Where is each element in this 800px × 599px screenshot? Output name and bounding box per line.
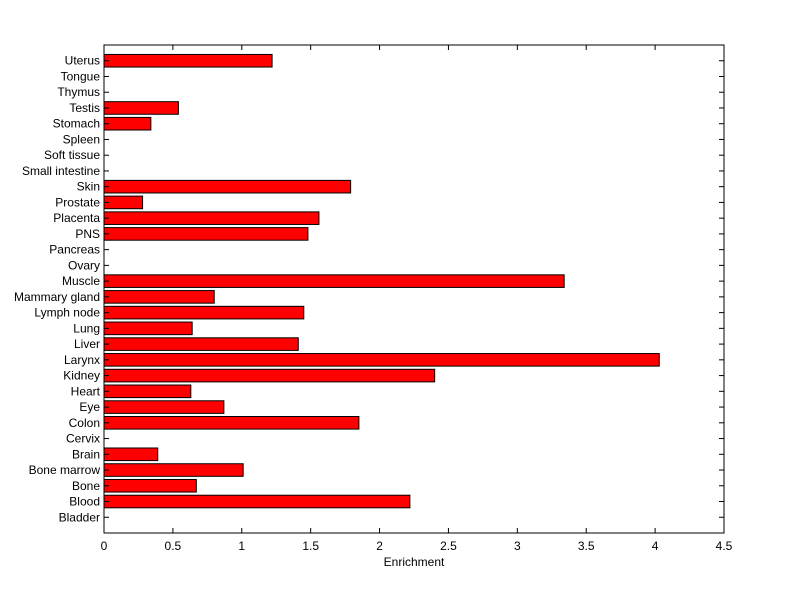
y-tick-label: Bone (72, 479, 100, 493)
bar-colon (103, 416, 360, 430)
y-tick-label: Prostate (55, 195, 100, 209)
y-tick-label: Cervix (66, 432, 100, 446)
y-tick-label: Lymph node (34, 306, 100, 320)
bar-lung (103, 321, 193, 336)
y-tick-label: Muscle (62, 274, 100, 288)
bar-stomach (103, 116, 152, 131)
y-tick-label: Skin (77, 180, 100, 194)
y-tick-label: Uterus (65, 54, 100, 68)
x-tick-label: 3 (514, 539, 521, 553)
plot-area (104, 45, 724, 533)
bar-placenta (103, 211, 320, 225)
y-tick-label: Bladder (59, 510, 100, 524)
y-tick-label: Thymus (57, 85, 100, 99)
bar-uterus (103, 53, 273, 68)
x-tick-label: 4.5 (716, 539, 733, 553)
y-tick-label: Bone marrow (29, 463, 101, 477)
y-tick-label: Pancreas (49, 243, 100, 257)
bar-kidney (103, 368, 436, 383)
x-tick-label: 3.5 (578, 539, 595, 553)
bar-prostate (103, 195, 144, 210)
y-tick-label: Liver (74, 337, 100, 351)
x-tick-label: 2 (376, 539, 383, 553)
y-tick-label: Soft tissue (44, 148, 100, 162)
y-tick-label: Blood (69, 495, 100, 509)
bar-bone-marrow (103, 463, 244, 477)
y-tick-label: Placenta (53, 211, 100, 225)
y-tick-label: Mammary gland (14, 290, 100, 304)
bar-mammary-gland (103, 290, 215, 304)
y-tick-label: Small intestine (22, 164, 100, 178)
bar-muscle (103, 274, 565, 288)
y-tick-label: Eye (79, 400, 100, 414)
bar-skin (103, 179, 352, 194)
bar-liver (103, 337, 299, 351)
x-axis-title: Enrichment (384, 555, 445, 569)
y-tick-label: Kidney (63, 369, 100, 383)
bar-larynx (103, 353, 660, 367)
y-tick-label: PNS (75, 227, 100, 241)
y-tick-label: Brain (72, 447, 100, 461)
y-tick-label: Lung (73, 321, 100, 335)
bar-blood (103, 494, 411, 509)
x-tick-label: 0 (101, 539, 108, 553)
bar-bone (103, 478, 197, 493)
y-tick-label: Stomach (53, 117, 100, 131)
y-tick-label: Tongue (61, 69, 101, 83)
y-tick-label: Ovary (68, 258, 100, 272)
bar-brain (103, 447, 159, 462)
y-tick-label: Testis (69, 101, 100, 115)
y-tick-label: Spleen (63, 132, 100, 146)
x-tick-label: 4 (652, 539, 659, 553)
bar-heart (103, 384, 192, 399)
y-tick-label: Colon (69, 416, 100, 430)
x-tick-label: 1 (238, 539, 245, 553)
plot-frame (103, 44, 725, 534)
x-tick-label: 2.5 (440, 539, 457, 553)
x-axis-ticks: 0 0.5 1 1.5 2 2.5 3 3.5 4 4.5 (101, 45, 733, 553)
bar-lymph-node (103, 305, 305, 320)
y-tick-label: Larynx (64, 353, 100, 367)
y-tick-label: Heart (71, 384, 101, 398)
bar-eye (103, 400, 225, 414)
x-tick-label: 1.5 (302, 539, 319, 553)
bar-testis (103, 101, 179, 115)
bar-pns (103, 227, 309, 241)
x-tick-label: 0.5 (165, 539, 182, 553)
